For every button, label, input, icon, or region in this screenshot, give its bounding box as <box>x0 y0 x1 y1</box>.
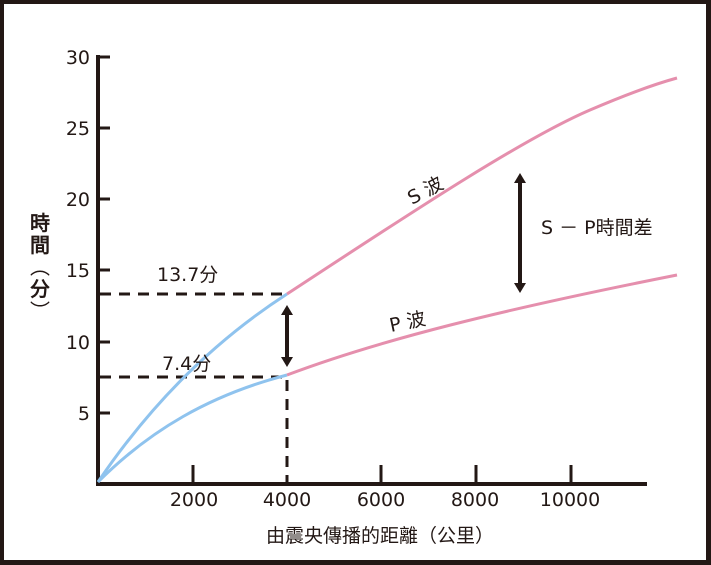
x-ticks <box>191 465 573 484</box>
svg-text:6000: 6000 <box>357 489 405 511</box>
svg-text:20: 20 <box>66 189 90 211</box>
svg-text:5: 5 <box>78 403 90 425</box>
s-wave-curve-near <box>96 292 288 483</box>
p-value-label: 7.4分 <box>162 353 211 375</box>
y-ticks <box>98 55 110 415</box>
x-tick-labels: 2000 4000 6000 8000 10000 <box>170 489 600 511</box>
x-axis-title: 由震央傳播的距離（公里） <box>266 525 494 547</box>
p-wave-curve-near <box>96 373 288 484</box>
svg-text:10000: 10000 <box>540 489 600 511</box>
dashed-guides <box>100 292 289 484</box>
svg-text:4000: 4000 <box>263 489 311 511</box>
svg-text:8000: 8000 <box>451 489 499 511</box>
svg-text:2000: 2000 <box>170 489 218 511</box>
y-axis-title: 時 間 ︵ 分 ︶ <box>30 211 50 323</box>
svg-text:10: 10 <box>66 332 90 354</box>
p-wave-curve-far <box>286 273 678 377</box>
y-tick-labels: 30 25 20 15 10 5 <box>66 47 90 425</box>
s-value-label: 13.7分 <box>157 264 218 286</box>
sp-difference-label: S － P時間差 <box>541 217 653 239</box>
svg-text:15: 15 <box>66 260 90 282</box>
s-wave-curve-far <box>286 76 678 296</box>
svg-text:30: 30 <box>66 47 90 69</box>
svg-text:25: 25 <box>66 118 90 140</box>
